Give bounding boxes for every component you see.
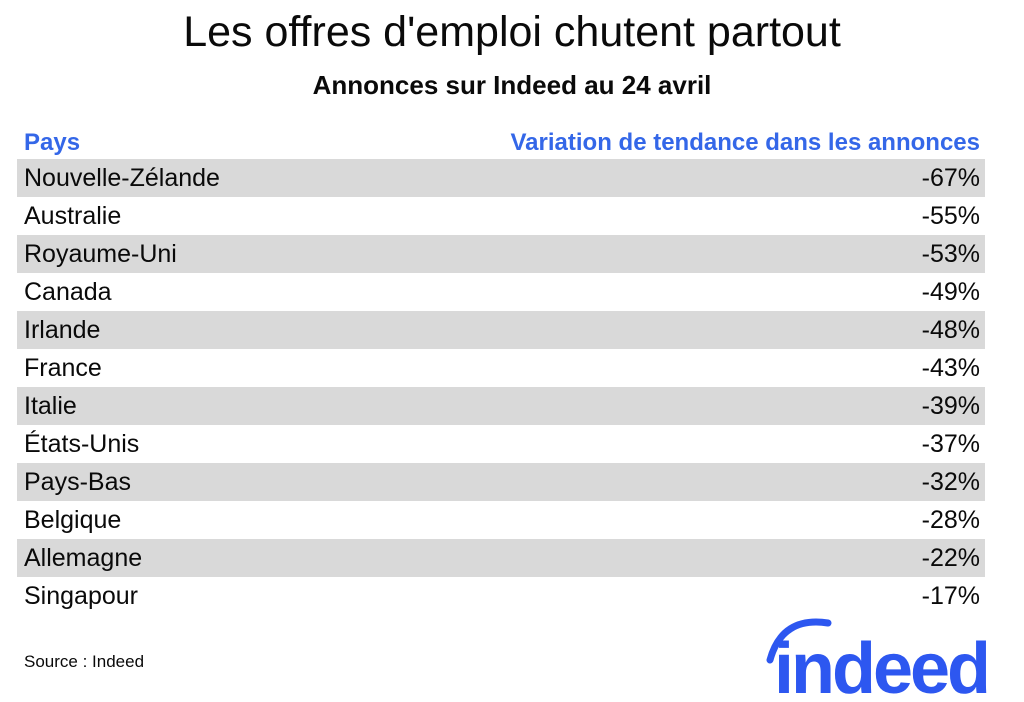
table-row: Canada -49% — [17, 273, 985, 311]
value-cell: -37% — [921, 429, 980, 458]
table-row: Belgique -28% — [17, 501, 985, 539]
column-header-variation: Variation de tendance dans les annonces — [510, 128, 981, 156]
table-row: Singapour -17% — [17, 577, 985, 615]
indeed-logo: indeed — [766, 618, 991, 700]
table-row: Irlande -48% — [17, 311, 985, 349]
table-row: Pays-Bas -32% — [17, 463, 985, 501]
page-title: Les offres d'emploi chutent partout — [183, 8, 841, 56]
source-note: Source : Indeed — [24, 652, 145, 671]
table-row: Nouvelle-Zélande -67% — [17, 159, 985, 197]
country-cell: Canada — [24, 277, 112, 306]
table-row: Royaume-Uni -53% — [17, 235, 985, 273]
country-cell: Singapour — [24, 581, 138, 610]
value-cell: -43% — [921, 353, 980, 382]
country-cell: Italie — [24, 391, 77, 420]
value-cell: -28% — [921, 505, 980, 534]
value-cell: -67% — [921, 163, 980, 192]
country-cell: Pays-Bas — [24, 467, 131, 496]
table-row: France -43% — [17, 349, 985, 387]
column-header-pays: Pays — [24, 128, 81, 156]
value-cell: -32% — [921, 467, 980, 496]
indeed-wordmark: indeed — [774, 629, 988, 700]
value-cell: -55% — [921, 201, 980, 230]
value-cell: -53% — [921, 239, 980, 268]
table-header-row: Pays Variation de tendance dans les anno… — [17, 126, 985, 159]
value-cell: -22% — [921, 543, 980, 572]
page-subtitle: Annonces sur Indeed au 24 avril — [312, 70, 712, 100]
table-row: Australie -55% — [17, 197, 985, 235]
table-row: Allemagne -22% — [17, 539, 985, 577]
table-body: Nouvelle-Zélande -67% Australie -55% Roy… — [17, 159, 985, 615]
value-cell: -39% — [921, 391, 980, 420]
country-cell: Belgique — [24, 505, 122, 534]
country-cell: États-Unis — [24, 429, 140, 458]
country-cell: France — [24, 353, 102, 382]
value-cell: -49% — [921, 277, 980, 306]
table-row: États-Unis -37% — [17, 425, 985, 463]
country-cell: Australie — [24, 201, 122, 230]
country-variation-table: Pays Variation de tendance dans les anno… — [17, 126, 985, 615]
value-cell: -48% — [921, 315, 980, 344]
country-cell: Royaume-Uni — [24, 239, 177, 268]
table-row: Italie -39% — [17, 387, 985, 425]
country-cell: Nouvelle-Zélande — [24, 163, 220, 192]
indeed-swoosh-icon — [766, 618, 832, 664]
country-cell: Irlande — [24, 315, 101, 344]
value-cell: -17% — [921, 581, 980, 610]
country-cell: Allemagne — [24, 543, 143, 572]
